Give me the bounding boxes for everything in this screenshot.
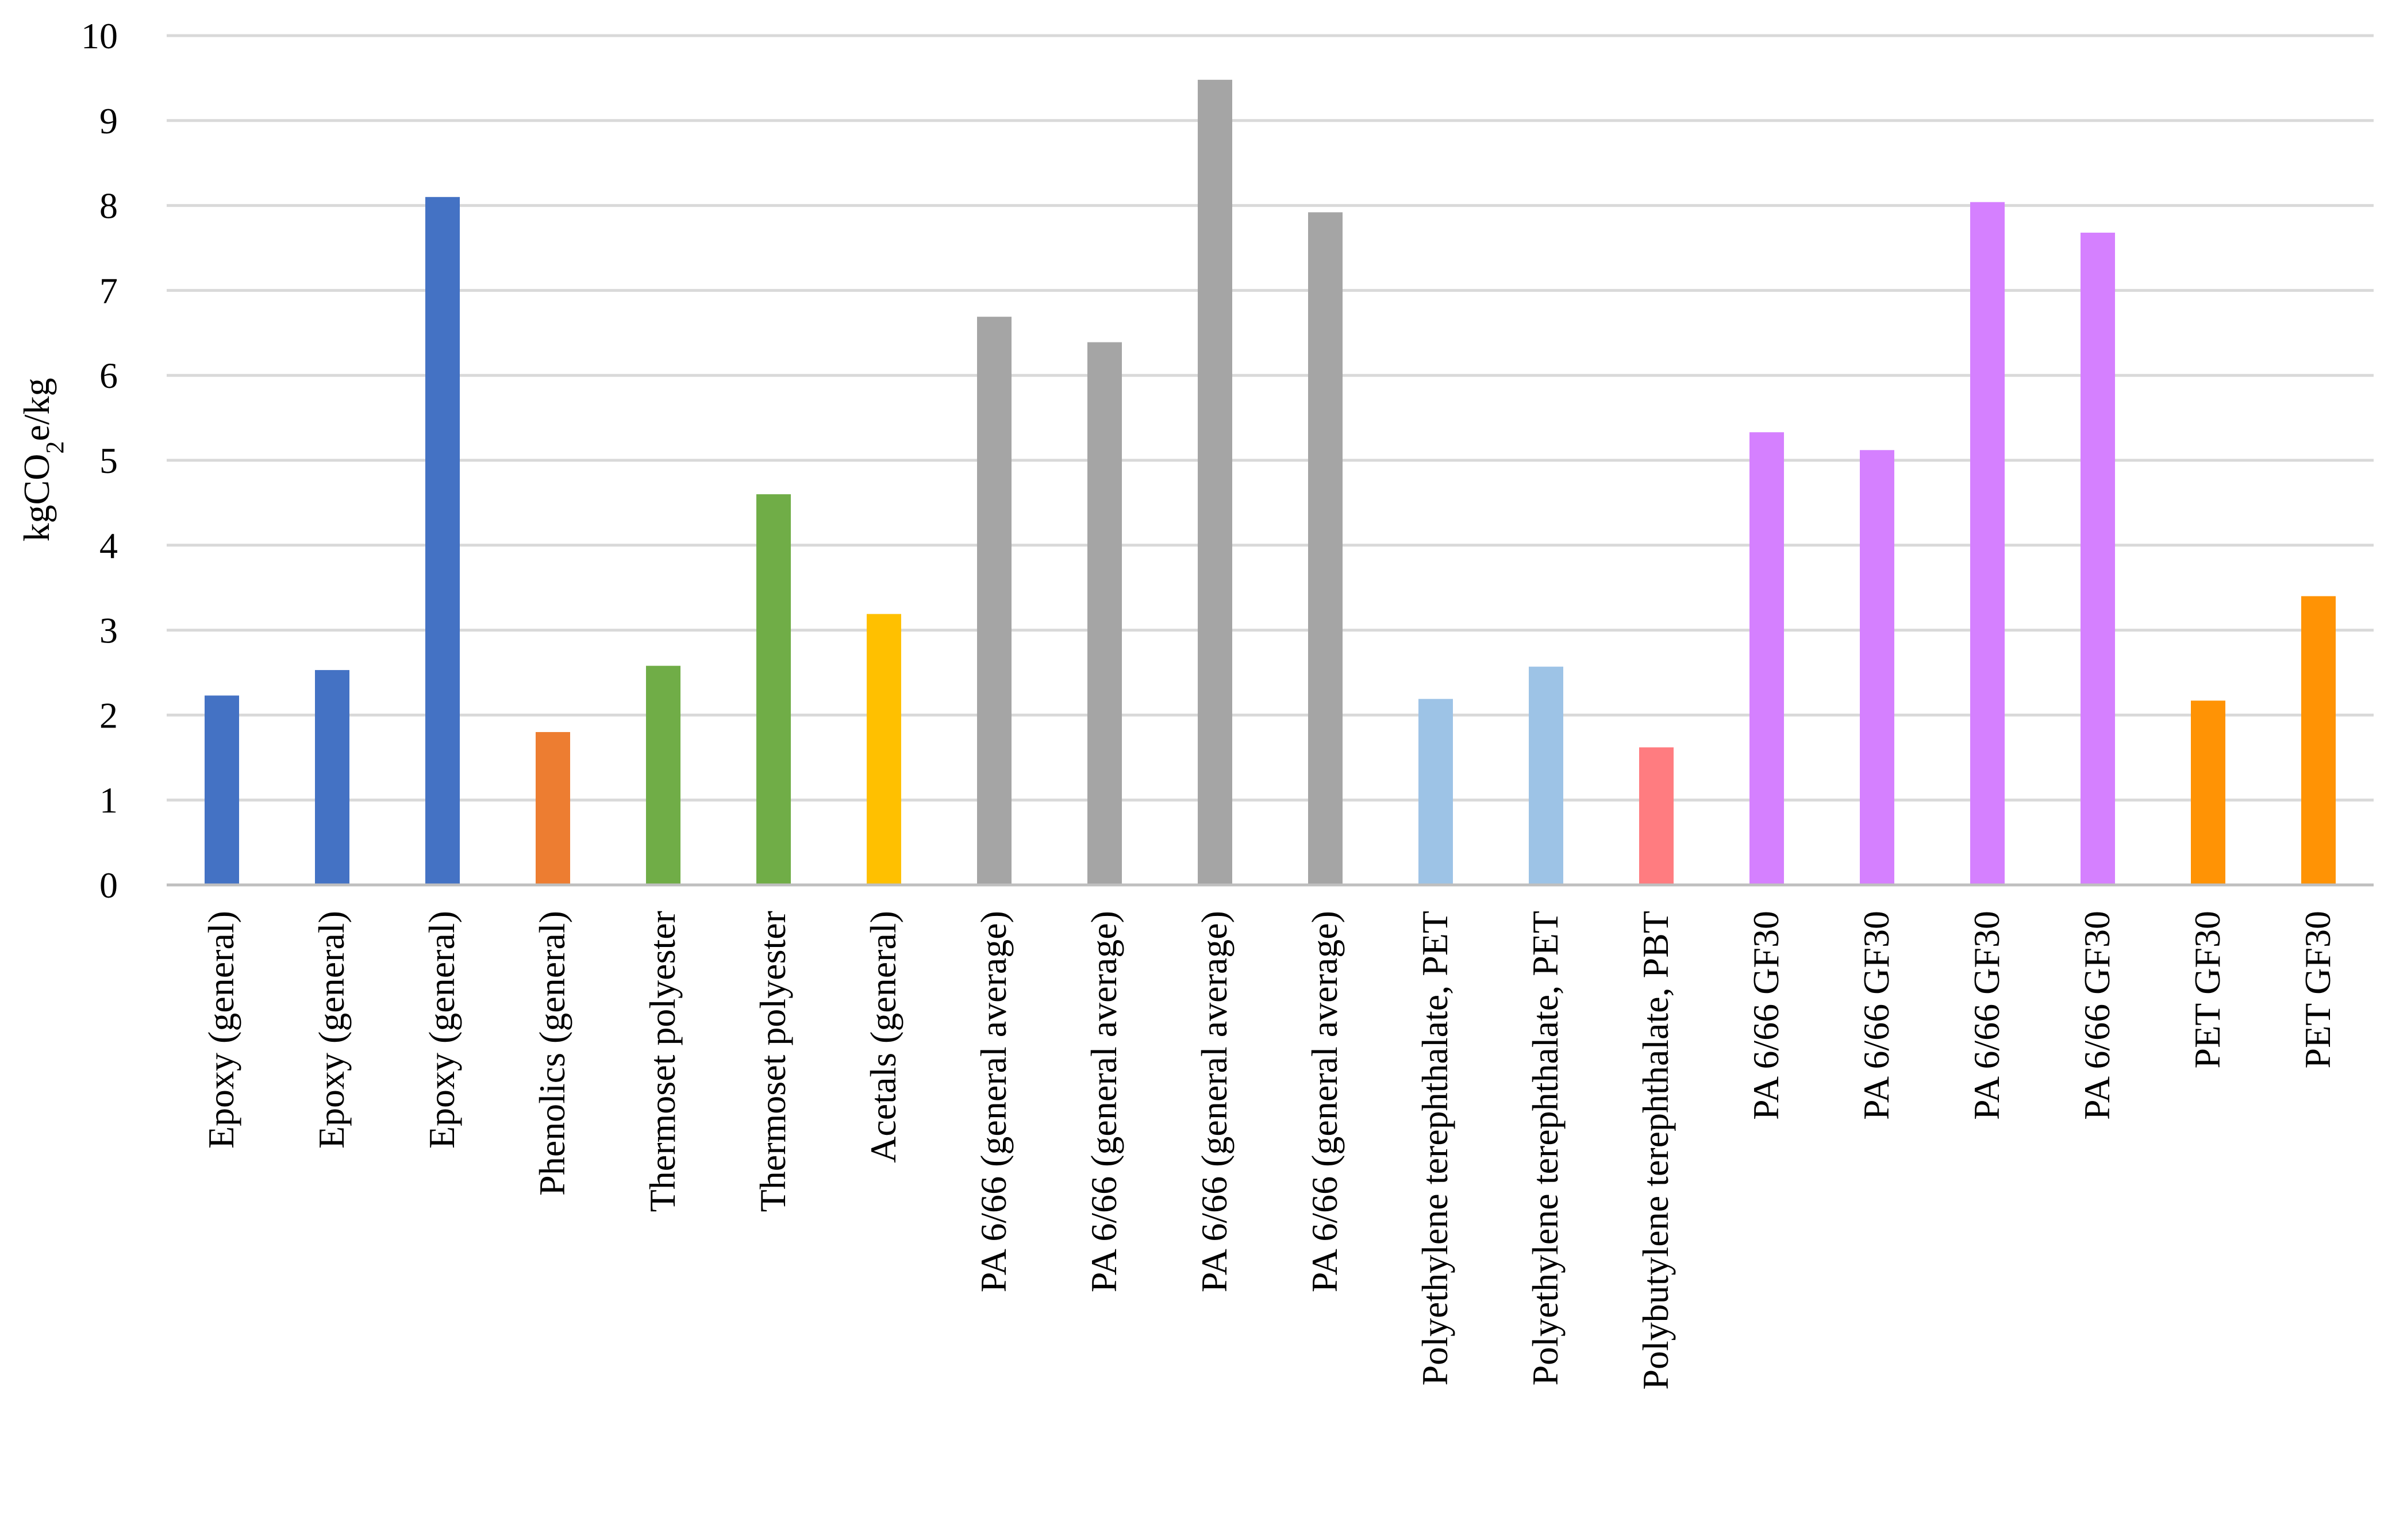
y-tick-label: 9 — [99, 101, 118, 141]
y-tick-label: 0 — [99, 865, 118, 906]
category-label: Polyethylene terephthalate, PET — [1525, 911, 1566, 1385]
y-tick-label: 3 — [99, 610, 118, 651]
bar — [756, 494, 791, 885]
category-label: PA 6/66 (general average) — [1304, 911, 1345, 1292]
y-axis-label-suffix: e/kg — [16, 378, 57, 441]
category-label: Thermoset polyester — [752, 911, 793, 1212]
bar — [1198, 79, 1232, 886]
bar — [1749, 432, 1784, 885]
bar — [536, 732, 570, 885]
category-label: PET GF30 — [2187, 911, 2228, 1068]
bar — [1418, 699, 1453, 885]
category-label: Epoxy (general) — [311, 911, 352, 1149]
bar — [1860, 450, 1894, 885]
y-tick-labels: 0 1 2 3 4 5 6 7 8 9 10 — [81, 16, 118, 906]
category-label: PA 6/66 GF30 — [2076, 911, 2117, 1120]
bar — [205, 695, 239, 885]
y-axis-label-prefix: kgCO — [16, 454, 57, 542]
category-labels: Epoxy (general) Epoxy (general) Epoxy (gen… — [201, 911, 2338, 1390]
category-label: PA 6/66 (general average) — [1083, 911, 1124, 1292]
category-label: PA 6/66 (general average) — [973, 911, 1014, 1292]
y-tick-label: 1 — [99, 780, 118, 821]
category-label: PET GF30 — [2297, 911, 2338, 1068]
bar — [1970, 202, 2005, 885]
bar — [646, 665, 680, 885]
bar — [2301, 596, 2336, 885]
category-label: Epoxy (general) — [421, 911, 462, 1149]
y-tick-label: 8 — [99, 186, 118, 226]
y-tick-label: 10 — [81, 16, 118, 56]
bar — [977, 317, 1012, 885]
y-tick-label: 4 — [99, 525, 118, 566]
y-tick-label: 7 — [99, 270, 118, 311]
bar — [1529, 667, 1563, 885]
y-tick-label: 6 — [99, 355, 118, 396]
category-label: PA 6/66 GF30 — [1745, 911, 1786, 1120]
bar — [1087, 342, 1122, 885]
y-tick-label: 2 — [99, 695, 118, 736]
bar — [425, 197, 460, 885]
category-label: Thermoset polyester — [642, 911, 683, 1212]
category-label: Epoxy (general) — [201, 911, 241, 1149]
bar — [1639, 747, 1674, 885]
bar — [2191, 700, 2225, 885]
bars — [205, 79, 2336, 886]
category-label: PA 6/66 (general average) — [1194, 911, 1235, 1292]
category-label: PA 6/66 GF30 — [1966, 911, 2007, 1120]
category-label: Polybutylene terephthalate, PBT — [1635, 911, 1676, 1390]
y-axis-label-subscript: 2 — [41, 441, 69, 454]
category-label: Polyethylene terephthalate, PET — [1414, 911, 1455, 1385]
bar — [2081, 232, 2115, 885]
category-label: PA 6/66 GF30 — [1856, 911, 1897, 1120]
category-label: Phenolics (general) — [532, 911, 572, 1196]
bar — [315, 670, 349, 885]
y-tick-label: 5 — [99, 440, 118, 481]
bar — [1308, 212, 1343, 885]
category-label: Acetals (general) — [863, 911, 903, 1163]
y-axis-label: kgCO2e/kg — [16, 378, 69, 541]
gridlines — [167, 34, 2374, 802]
bar — [867, 614, 901, 885]
